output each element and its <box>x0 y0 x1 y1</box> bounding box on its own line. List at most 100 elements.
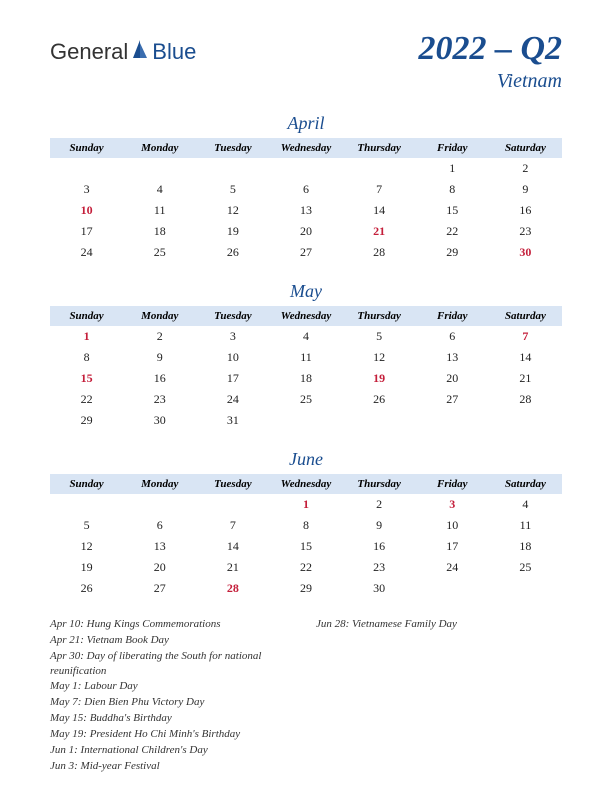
day-header: Sunday <box>50 306 123 326</box>
day-header: Tuesday <box>196 474 269 494</box>
day-cell: 13 <box>269 200 342 221</box>
day-cell: 6 <box>269 179 342 200</box>
day-cell: 14 <box>343 200 416 221</box>
day-cell: 2 <box>123 326 196 347</box>
day-cell: 5 <box>50 515 123 536</box>
month-name: April <box>50 113 562 134</box>
day-cell: 1 <box>269 494 342 515</box>
holiday-column-left: Apr 10: Hung Kings CommemorationsApr 21:… <box>50 617 296 774</box>
day-cell: 16 <box>343 536 416 557</box>
calendar-table: SundayMondayTuesdayWednesdayThursdayFrid… <box>50 138 562 263</box>
day-cell: 27 <box>123 578 196 599</box>
day-cell: 14 <box>196 536 269 557</box>
calendar-table: SundayMondayTuesdayWednesdayThursdayFrid… <box>50 306 562 431</box>
day-cell: 7 <box>343 179 416 200</box>
day-cell: 24 <box>196 389 269 410</box>
day-cell: 2 <box>343 494 416 515</box>
day-header: Wednesday <box>269 138 342 158</box>
day-cell: 14 <box>489 347 562 368</box>
day-cell: 18 <box>489 536 562 557</box>
day-cell: 3 <box>416 494 489 515</box>
day-cell <box>343 158 416 179</box>
title-block: 2022 – Q2 Vietnam <box>418 30 562 93</box>
month-block: May SundayMondayTuesdayWednesdayThursdayF… <box>50 281 562 431</box>
day-cell: 17 <box>50 221 123 242</box>
day-cell: 15 <box>416 200 489 221</box>
day-cell: 20 <box>416 368 489 389</box>
months-container: AprilSundayMondayTuesdayWednesdayThursda… <box>50 113 562 599</box>
day-cell: 26 <box>196 242 269 263</box>
day-cell: 22 <box>416 221 489 242</box>
day-header: Monday <box>123 306 196 326</box>
day-header: Wednesday <box>269 306 342 326</box>
day-cell: 23 <box>343 557 416 578</box>
day-cell: 27 <box>416 389 489 410</box>
day-cell: 5 <box>196 179 269 200</box>
day-cell <box>196 494 269 515</box>
month-block: April SundayMondayTuesdayWednesdayThursda… <box>50 113 562 263</box>
day-header: Tuesday <box>196 306 269 326</box>
day-cell: 12 <box>50 536 123 557</box>
day-cell: 6 <box>123 515 196 536</box>
holiday-line: Apr 10: Hung Kings Commemorations <box>50 617 296 632</box>
day-cell: 28 <box>343 242 416 263</box>
day-cell: 30 <box>343 578 416 599</box>
day-cell: 11 <box>489 515 562 536</box>
day-header: Friday <box>416 474 489 494</box>
day-cell: 20 <box>269 221 342 242</box>
day-cell: 29 <box>50 410 123 431</box>
holiday-column-right: Jun 28: Vietnamese Family Day <box>316 617 562 774</box>
holiday-line: Jun 1: International Children's Day <box>50 743 296 758</box>
day-cell: 16 <box>489 200 562 221</box>
day-cell: 19 <box>196 221 269 242</box>
day-cell: 10 <box>416 515 489 536</box>
day-cell <box>196 158 269 179</box>
month-name: May <box>50 281 562 302</box>
day-cell: 4 <box>123 179 196 200</box>
day-header: Wednesday <box>269 474 342 494</box>
day-cell <box>50 158 123 179</box>
day-cell: 22 <box>50 389 123 410</box>
holiday-line: May 19: President Ho Chi Minh's Birthday <box>50 727 296 742</box>
day-cell: 24 <box>416 557 489 578</box>
day-header: Saturday <box>489 138 562 158</box>
day-cell: 9 <box>123 347 196 368</box>
holiday-list: Apr 10: Hung Kings CommemorationsApr 21:… <box>50 617 562 774</box>
day-cell: 22 <box>269 557 342 578</box>
day-cell: 6 <box>416 326 489 347</box>
period-title: 2022 – Q2 <box>418 30 562 68</box>
logo: General Blue <box>50 38 196 65</box>
day-cell <box>343 410 416 431</box>
day-cell <box>489 578 562 599</box>
day-cell: 26 <box>50 578 123 599</box>
day-cell: 16 <box>123 368 196 389</box>
day-header: Sunday <box>50 138 123 158</box>
day-cell: 18 <box>123 221 196 242</box>
holiday-line: May 1: Labour Day <box>50 679 296 694</box>
day-header: Thursday <box>343 138 416 158</box>
day-cell: 31 <box>196 410 269 431</box>
day-cell: 25 <box>489 557 562 578</box>
day-cell: 1 <box>416 158 489 179</box>
day-cell: 3 <box>196 326 269 347</box>
day-cell <box>489 410 562 431</box>
holiday-line: Jun 3: Mid-year Festival <box>50 759 296 774</box>
day-cell: 20 <box>123 557 196 578</box>
month-block: JuneSundayMondayTuesdayWednesdayThursday… <box>50 449 562 599</box>
day-cell: 21 <box>343 221 416 242</box>
day-cell: 21 <box>489 368 562 389</box>
day-cell: 1 <box>50 326 123 347</box>
day-cell: 21 <box>196 557 269 578</box>
day-cell <box>123 494 196 515</box>
day-cell: 10 <box>196 347 269 368</box>
day-cell: 12 <box>196 200 269 221</box>
day-cell: 13 <box>416 347 489 368</box>
day-cell: 19 <box>343 368 416 389</box>
logo-text-general: General <box>50 39 128 65</box>
day-cell: 8 <box>50 347 123 368</box>
day-cell: 25 <box>123 242 196 263</box>
day-cell: 4 <box>489 494 562 515</box>
day-cell: 29 <box>416 242 489 263</box>
holiday-line: Apr 30: Day of liberating the South for … <box>50 649 296 679</box>
day-header: Friday <box>416 138 489 158</box>
